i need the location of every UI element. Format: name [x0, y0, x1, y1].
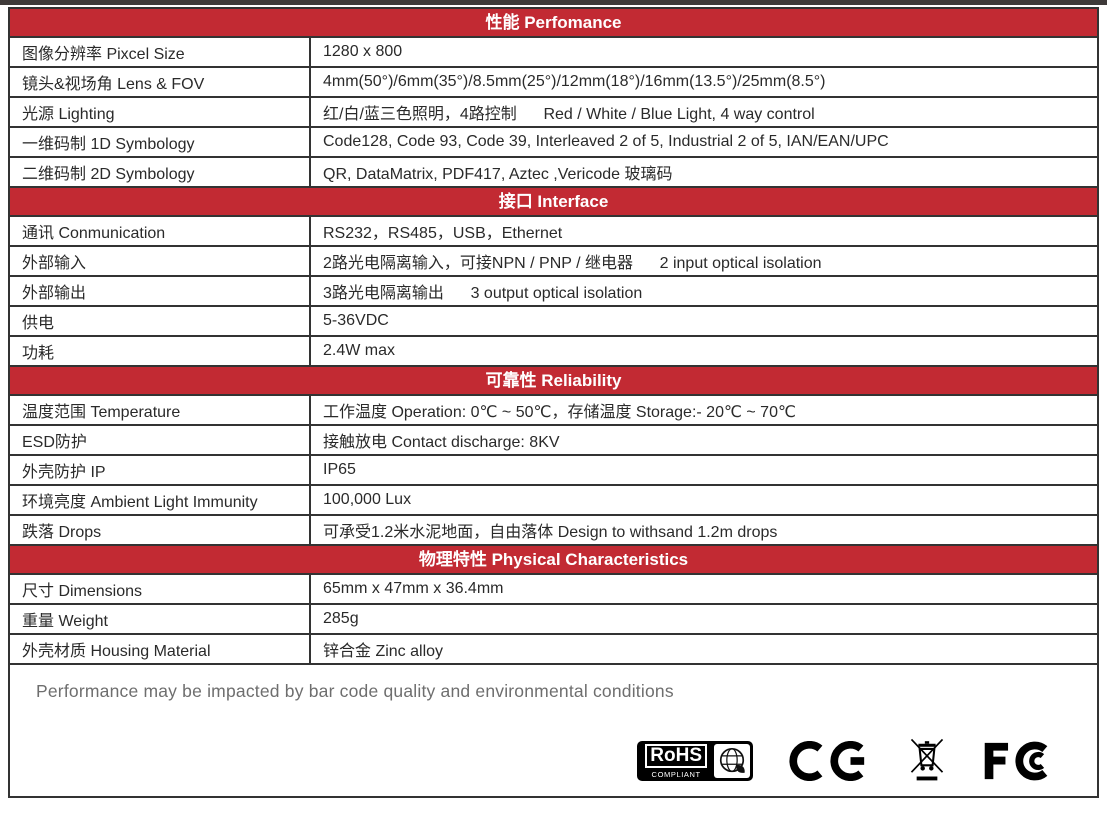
row-label: 跌落 Drops	[10, 516, 311, 544]
row-value: 1280 x 800	[323, 43, 403, 60]
row-label: 外壳材质 Housing Material	[10, 635, 311, 663]
row-value: 100,000 Lux	[323, 491, 412, 508]
section-header-label: 物理特性 Physical Characteristics	[418, 550, 689, 569]
row-value: 可承受1.2米水泥地面，自由落体 Design to withsand 1.2m…	[323, 524, 778, 541]
row-label: 外部输出	[10, 277, 311, 305]
table-row: 外壳材质 Housing Material 锌合金 Zinc alloy	[10, 633, 1097, 663]
weee-bin-icon	[910, 738, 944, 781]
row-label: 镜头&视场角 Lens & FOV	[10, 68, 311, 96]
row-label: 重量 Weight	[10, 605, 311, 633]
section-header-interface: 接口 Interface	[10, 186, 1097, 215]
section-header-performance: 性能 Perfomance	[10, 9, 1097, 36]
row-value: Code128, Code 93, Code 39, Interleaved 2…	[323, 133, 889, 150]
row-value: 红/白/蓝三色照明，4路控制 Red / White / Blue Light,…	[323, 106, 815, 123]
row-label: 环境亮度 Ambient Light Immunity	[10, 486, 311, 514]
certification-logos: RoHS COMPLIANT	[637, 736, 1059, 786]
row-label: 二维码制 2D Symbology	[10, 158, 311, 186]
table-row: 尺寸 Dimensions 65mm x 47mm x 36.4mm	[10, 573, 1097, 603]
row-value: RS232，RS485，USB，Ethernet	[323, 225, 563, 242]
row-label: 尺寸 Dimensions	[10, 575, 311, 603]
row-value: 4mm(50°)/6mm(35°)/8.5mm(25°)/12mm(18°)/1…	[323, 73, 826, 90]
row-value: 3路光电隔离输出 3 output optical isolation	[323, 285, 643, 302]
row-label: 功耗	[10, 337, 311, 365]
row-label: 供电	[10, 307, 311, 335]
spec-table: 性能 Perfomance 图像分辨率 Pixcel Size 1280 x 8…	[8, 7, 1099, 798]
row-value: 工作温度 Operation: 0℃ ~ 50℃，存储温度 Storage:- …	[323, 404, 796, 421]
row-label: 图像分辨率 Pixcel Size	[10, 38, 311, 66]
section-header-label: 接口 Interface	[498, 192, 609, 211]
table-row: 一维码制 1D Symbology Code128, Code 93, Code…	[10, 126, 1097, 156]
row-label: 光源 Lighting	[10, 98, 311, 126]
row-label: 温度范围 Temperature	[10, 396, 311, 424]
row-value: QR, DataMatrix, PDF417, Aztec ,Vericode …	[323, 166, 673, 183]
table-row: 二维码制 2D Symbology QR, DataMatrix, PDF417…	[10, 156, 1097, 186]
table-row: 温度范围 Temperature 工作温度 Operation: 0℃ ~ 50…	[10, 394, 1097, 424]
rohs-globe-icon	[714, 744, 750, 778]
footer-cell: Performance may be impacted by bar code …	[10, 663, 1097, 796]
section-header-label: 可靠性 Reliability	[485, 371, 622, 390]
section-header-reliability: 可靠性 Reliability	[10, 365, 1097, 394]
row-value: IP65	[323, 461, 356, 478]
row-value: 5-36VDC	[323, 312, 389, 329]
page-top-border	[0, 0, 1107, 5]
rohs-text: RoHS COMPLIANT	[640, 743, 712, 779]
fcc-logo	[984, 741, 1048, 781]
table-row: 通讯 Conmunication RS232，RS485，USB，Etherne…	[10, 215, 1097, 245]
rohs-logo: RoHS COMPLIANT	[637, 741, 753, 781]
row-value: 285g	[323, 610, 359, 627]
row-label: 一维码制 1D Symbology	[10, 128, 311, 156]
disclaimer-note: Performance may be impacted by bar code …	[36, 681, 674, 701]
table-row: 供电 5-36VDC	[10, 305, 1097, 335]
row-label: 外壳防护 IP	[10, 456, 311, 484]
table-row: 外部输出 3路光电隔离输出 3 output optical isolation	[10, 275, 1097, 305]
ce-mark-icon	[789, 741, 865, 781]
table-row: 功耗 2.4W max	[10, 335, 1097, 365]
row-label: ESD防护	[10, 426, 311, 454]
row-label: 通讯 Conmunication	[10, 217, 311, 245]
table-row: 镜头&视场角 Lens & FOV 4mm(50°)/6mm(35°)/8.5m…	[10, 66, 1097, 96]
table-row: 跌落 Drops 可承受1.2米水泥地面，自由落体 Design to with…	[10, 514, 1097, 544]
rohs-title: RoHS	[645, 743, 707, 768]
table-row: 环境亮度 Ambient Light Immunity 100,000 Lux	[10, 484, 1097, 514]
rohs-subtitle: COMPLIANT	[651, 769, 701, 779]
table-row: 外壳防护 IP IP65	[10, 454, 1097, 484]
section-header-physical: 物理特性 Physical Characteristics	[10, 544, 1097, 573]
row-value: 2路光电隔离输入，可接NPN / PNP / 继电器 2 input optic…	[323, 255, 822, 272]
table-row: ESD防护 接触放电 Contact discharge: 8KV	[10, 424, 1097, 454]
table-row: 重量 Weight 285g	[10, 603, 1097, 633]
row-value: 锌合金 Zinc alloy	[323, 643, 444, 660]
row-value: 65mm x 47mm x 36.4mm	[323, 580, 504, 597]
section-header-label: 性能 Perfomance	[485, 13, 622, 32]
row-label: 外部输入	[10, 247, 311, 275]
table-row: 光源 Lighting 红/白/蓝三色照明，4路控制 Red / White /…	[10, 96, 1097, 126]
table-row: 图像分辨率 Pixcel Size 1280 x 800	[10, 36, 1097, 66]
row-value: 2.4W max	[323, 342, 396, 359]
row-value: 接触放电 Contact discharge: 8KV	[323, 434, 560, 451]
table-row: 外部输入 2路光电隔离输入，可接NPN / PNP / 继电器 2 input …	[10, 245, 1097, 275]
